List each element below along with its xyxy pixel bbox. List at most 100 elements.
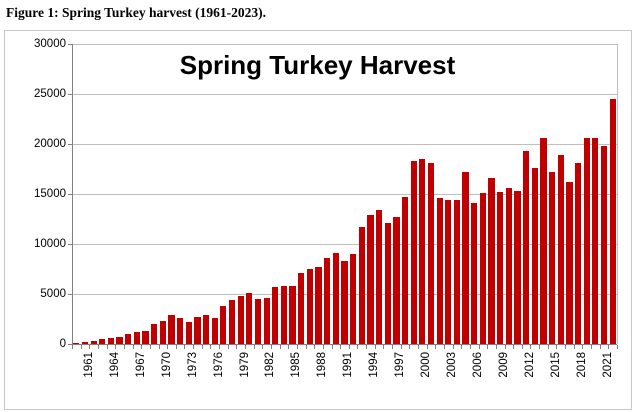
bar-1982 — [254, 299, 262, 344]
y-axis-tick — [68, 144, 72, 145]
bar-1963 — [90, 341, 97, 344]
y-axis-tick — [68, 94, 72, 95]
x-axis-tick — [409, 345, 411, 349]
plot-right-border — [617, 44, 618, 344]
bar-1974 — [185, 321, 192, 344]
x-tick-label: 1964 — [108, 352, 121, 378]
x-axis-tick — [357, 345, 359, 349]
bar-1980 — [237, 295, 244, 344]
x-axis-tick — [374, 345, 376, 349]
x-axis-tick — [115, 345, 117, 349]
y-tick-label: 5000 — [40, 288, 66, 300]
gridline — [72, 244, 617, 245]
x-axis-tick — [348, 345, 350, 349]
bar-2009 — [488, 177, 495, 344]
bar-1965 — [107, 337, 115, 344]
x-tick-label: 2021 — [601, 352, 614, 378]
x-axis-tick — [193, 345, 195, 349]
x-axis-tick — [582, 345, 584, 349]
x-tick-label: 2003 — [446, 352, 459, 378]
x-axis-tick — [219, 345, 221, 349]
x-axis-tick — [184, 345, 186, 349]
x-axis-tick — [418, 345, 420, 349]
x-axis-tick — [487, 345, 489, 349]
bar-1976 — [202, 315, 210, 344]
bar-1981 — [246, 293, 253, 344]
x-tick-label: 2018 — [575, 352, 588, 378]
x-axis-tick — [201, 345, 203, 349]
bar-2011 — [505, 187, 512, 344]
bar-1992 — [341, 260, 348, 344]
bar-1984 — [272, 286, 279, 344]
bar-2002 — [427, 163, 435, 344]
x-axis-tick — [513, 345, 515, 349]
x-axis-tick — [608, 345, 610, 349]
bar-1991 — [332, 253, 339, 344]
bar-2012 — [514, 190, 521, 344]
x-axis-tick — [547, 345, 549, 349]
gridline — [72, 194, 617, 195]
y-tick-label: 15000 — [34, 188, 66, 200]
x-tick-label: 1973 — [186, 352, 199, 378]
x-axis-tick — [461, 345, 463, 349]
x-axis-tick — [158, 345, 160, 349]
gridline — [72, 44, 617, 45]
x-axis-tick — [279, 345, 281, 349]
x-axis-tick — [245, 345, 247, 349]
bar-1988 — [306, 269, 313, 344]
y-axis-tick — [68, 294, 72, 295]
bar-1979 — [228, 299, 236, 344]
bar-1972 — [168, 315, 175, 344]
y-axis-tick — [68, 344, 72, 345]
bar-1997 — [384, 223, 391, 344]
x-axis-tick — [521, 345, 523, 349]
bar-2013 — [523, 151, 530, 344]
bar-2020 — [583, 137, 590, 344]
x-axis-tick — [296, 345, 298, 349]
y-axis-tick — [68, 194, 72, 195]
bar-1993 — [350, 254, 357, 344]
x-axis-tick — [89, 345, 91, 349]
x-axis-tick — [132, 345, 134, 349]
bar-2023 — [609, 98, 616, 344]
bar-1998 — [393, 216, 400, 344]
x-axis-tick — [392, 345, 394, 349]
bar-1994 — [358, 227, 365, 344]
x-axis-tick — [123, 345, 125, 349]
bar-2017 — [557, 154, 564, 344]
bar-1967 — [125, 334, 132, 344]
bar-2021 — [592, 137, 599, 344]
bar-1995 — [367, 215, 374, 344]
bar-1977 — [211, 317, 218, 344]
x-axis-tick — [167, 345, 169, 349]
y-tick-label: 30000 — [34, 38, 66, 50]
x-tick-label: 1982 — [264, 352, 277, 378]
bar-1973 — [177, 318, 184, 344]
bar-1999 — [401, 196, 409, 344]
bar-1964 — [99, 339, 106, 344]
y-axis-tick — [68, 44, 72, 45]
x-tick-label: 1985 — [290, 352, 303, 378]
y-axis-tick — [68, 244, 72, 245]
bar-2005 — [453, 200, 461, 344]
bar-2014 — [531, 168, 538, 344]
x-axis-tick — [141, 345, 143, 349]
bar-2019 — [574, 163, 582, 344]
bar-1996 — [375, 210, 383, 344]
figure-caption: Figure 1: Spring Turkey harvest (1961-20… — [6, 5, 267, 20]
bar-2015 — [540, 137, 547, 344]
bar-1983 — [263, 297, 270, 344]
x-axis-tick — [504, 345, 506, 349]
x-tick-label: 2009 — [498, 352, 511, 378]
x-axis-tick — [400, 345, 402, 349]
x-axis-tick — [383, 345, 385, 349]
chart-title: Spring Turkey Harvest — [179, 50, 456, 80]
x-tick-label: 1994 — [368, 352, 381, 378]
x-axis-tick — [175, 345, 177, 349]
x-tick-label: 1967 — [134, 352, 147, 378]
bar-1989 — [315, 266, 322, 344]
bar-2022 — [600, 145, 608, 344]
x-axis-tick — [599, 345, 601, 349]
x-tick-label: 2006 — [472, 352, 485, 378]
x-axis-tick — [366, 345, 368, 349]
